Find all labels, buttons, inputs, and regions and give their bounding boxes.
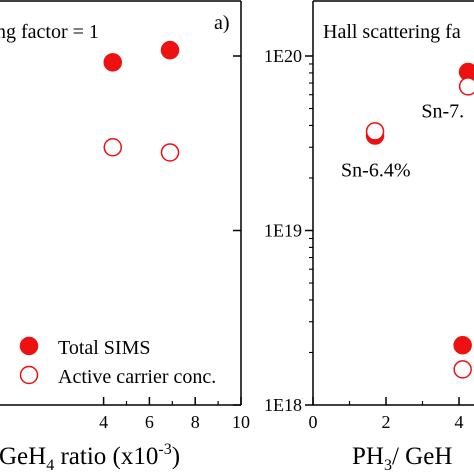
panel-right: 1E18 1E19 1E20 0 2 4 Sn-6.4% Sn-7. Hall scatt…: [264, 0, 474, 474]
right-x-axis-label: PH3/ GeH: [352, 443, 452, 474]
right-point-labels: Sn-6.4% Sn-7.: [341, 101, 464, 182]
left-point-s1-0: [103, 137, 123, 157]
right-annotation: Hall scattering fa: [323, 21, 461, 43]
right-data-points: [365, 62, 474, 379]
right-x-ticks: 0 2 4: [309, 397, 464, 432]
right-x-tick-label: 4: [455, 412, 464, 432]
left-x-ticks: 4 6 8 10: [99, 55, 250, 432]
right-y-tick-label: 1E20: [264, 46, 302, 66]
legend-marker-open: [19, 365, 39, 385]
panel-label-a: a): [214, 12, 230, 34]
right-x-tick-label: 0: [309, 412, 318, 432]
left-point-s0-1: [160, 40, 180, 60]
right-point-s1-1: [458, 77, 474, 96]
left-data-points: [103, 40, 180, 162]
left-x-tick-label: 4: [99, 412, 108, 432]
left-x-tick-label: 8: [191, 412, 200, 432]
right-y-ticks: 1E18 1E19 1E20: [264, 46, 313, 415]
right-point-s1-2: [453, 360, 472, 379]
left-point-s1-1: [160, 143, 180, 162]
right-point-s1-0: [365, 122, 385, 141]
right-x-tick-label: 2: [382, 412, 391, 432]
left-x-tick-label: 6: [145, 412, 154, 432]
right-point-label-1: Sn-7.: [421, 101, 464, 123]
left-x-axis-label: GeH4 ratio (x10-3): [0, 441, 180, 474]
legend-marker-filled: [19, 336, 39, 356]
right-point-s0-2: [453, 335, 472, 355]
legend-label-total-sims: Total SIMS: [58, 337, 151, 359]
right-point-label-0: Sn-6.4%: [341, 160, 410, 182]
left-annotation: ng factor = 1: [0, 21, 99, 43]
right-y-tick-label: 1E19: [264, 221, 302, 241]
left-x-tick-label: 10: [232, 412, 250, 432]
left-point-s0-0: [103, 53, 123, 72]
panel-left: 4 6 8 10 ng factor = 1 a) Total SIMS Active…: [0, 0, 250, 474]
legend-label-active-carrier: Active carrier conc.: [58, 366, 216, 388]
right-y-tick-label: 1E18: [264, 395, 302, 415]
legend: Total SIMS Active carrier conc.: [19, 336, 216, 388]
